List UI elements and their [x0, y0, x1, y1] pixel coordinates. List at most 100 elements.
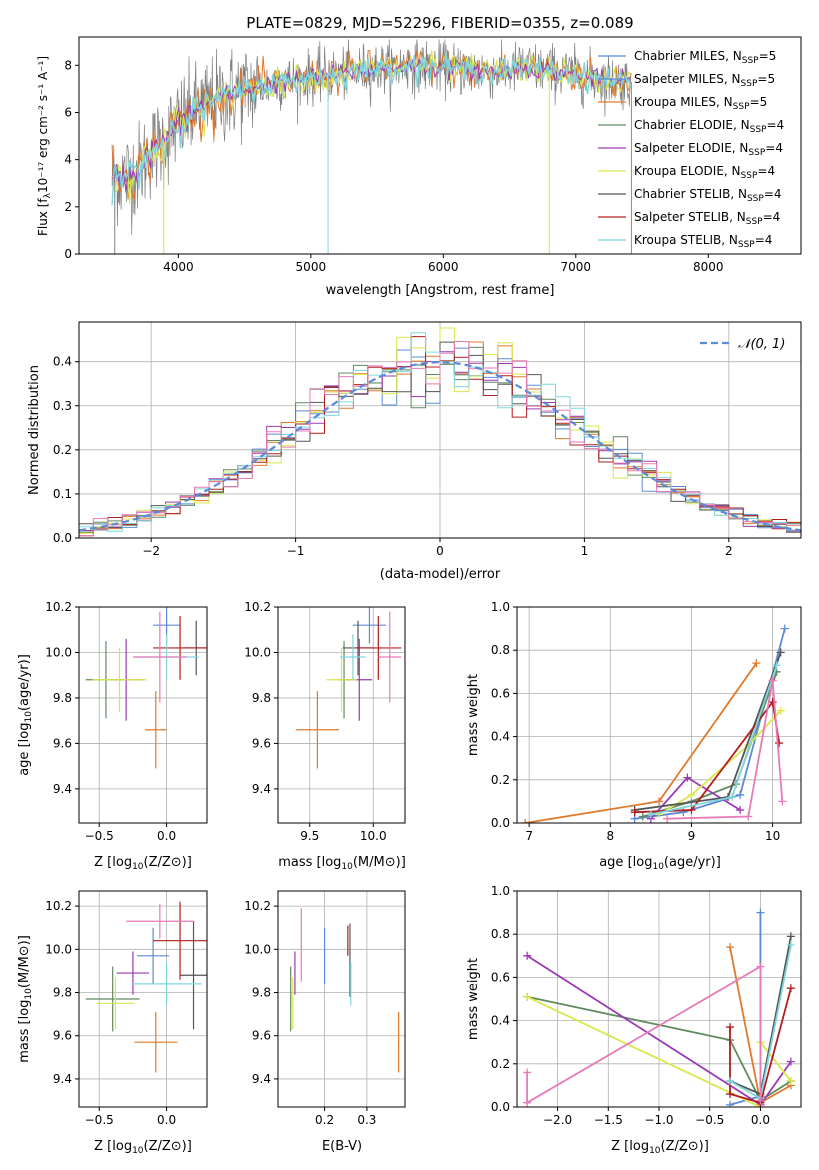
mass_vs_ebv-point [347, 925, 349, 956]
mass_weight_vs_age-marker [752, 659, 761, 668]
mass_weight_vs_age-marker [521, 819, 530, 823]
mass_vs_Z-xtick-label: −0.5 [85, 1113, 114, 1127]
residuals-ytick-label: 0.3 [53, 399, 72, 413]
mass_vs_Z-xtick-label: 0.0 [157, 1113, 176, 1127]
age_vs_mass-frame: 9.5 10.0 9.4 9.6 9.8 10.0 10.2 mass [log10(M/M⊙… [244, 600, 406, 872]
spectrum-ytick-label: 8 [64, 58, 72, 72]
age_vs_Z-point [153, 616, 207, 680]
mass_weight_vs_age-marker [778, 797, 787, 806]
age_vs_mass-ytick-label: 9.8 [252, 691, 271, 705]
age_vs_mass-point [355, 616, 402, 680]
mass_vs_ebv-ytick-label: 9.6 [252, 1029, 271, 1043]
spectrum-border [78, 36, 802, 255]
age_vs_Z-point [92, 647, 147, 712]
mass_weight_vs_Z-line-pink [526, 965, 762, 1105]
mass_weight_vs_Z-axes [517, 890, 801, 1108]
mass_weight_vs_age-ytick-label: 1.0 [491, 600, 510, 614]
spectrum-xtick-label: 6000 [428, 260, 459, 274]
age_vs_Z-plot [85, 607, 207, 769]
age_vs_mass-xtick-label: 10.0 [360, 829, 387, 843]
residuals-xtick-label: 0 [436, 544, 444, 558]
mass_weight_vs_Z-marker [523, 1068, 532, 1077]
mass_vs_Z-ytick-label: 9.8 [53, 986, 72, 1000]
spectrum-model-kroupa_stelib [111, 52, 632, 206]
age_vs_Z-ytick-label: 10.0 [45, 645, 72, 659]
mass_vs_ebv-border [277, 890, 406, 1108]
mass_vs_Z-point [116, 951, 150, 995]
mass_weight_vs_Z-xtick-label: 0.0 [751, 1113, 770, 1127]
mass_weight_vs_Z-marker [726, 943, 734, 952]
age_vs_Z-point [132, 611, 187, 703]
mass_weight_vs_Z-xlabel: Z [log10(Z/Z⊙)] [611, 1139, 709, 1156]
mass_weight_vs_Z-marker [786, 932, 795, 941]
age_vs_Z-ytick-label: 9.8 [53, 691, 72, 705]
mass_weight_vs_age-ytick-label: 0.6 [491, 686, 510, 700]
mass_weight_vs_Z-marker [756, 908, 765, 917]
mass_weight_vs_age-plot [521, 624, 789, 823]
spectrum-legend-entry: Kroupa ELODIE, NSSP=4 [634, 164, 775, 181]
mass_weight_vs_age-marker [768, 676, 777, 685]
mass_vs_Z-point [85, 966, 140, 1032]
spectrum-legend-entry: Salpeter STELIB, NSSP=4 [634, 210, 780, 227]
mass_vs_ebv-ytick-label: 9.8 [252, 986, 271, 1000]
age_vs_Z-xtick-label: −0.5 [85, 829, 114, 843]
mass_weight_vs_age-marker [655, 797, 663, 806]
mass_weight_vs_age-marker [736, 790, 745, 799]
mass_weight_vs_Z-ytick-label: 0.6 [491, 970, 510, 984]
residuals-ytick-label: 0.0 [53, 531, 72, 545]
mass_weight_vs_Z-marker [786, 984, 795, 993]
residuals-ytick-label: 0.1 [53, 487, 72, 501]
residuals-legend-label: 𝒩(0, 1) [738, 337, 785, 352]
mass_weight_vs_Z-line-chabrier_elodie [526, 995, 792, 1102]
residuals-plot [79, 327, 801, 537]
mass_weight_vs_Z-ytick-label: 0.4 [491, 1014, 510, 1028]
mass_vs_Z-axes [79, 891, 207, 1107]
age_vs_mass-point [378, 611, 402, 703]
residuals-normal-curve [79, 360, 801, 532]
age_vs_mass-border [277, 606, 406, 824]
mass_weight_vs_age-marker [744, 812, 753, 821]
mass_weight_vs_age-marker [776, 648, 785, 657]
mass_weight_vs_age-ytick-label: 0.2 [491, 773, 510, 787]
age_vs_mass-xlabel: mass [log10(M/M⊙)] [278, 855, 406, 872]
age_vs_mass-ytick-label: 10.2 [244, 600, 271, 614]
mass_vs_Z-ytick-label: 10.2 [45, 899, 72, 913]
mass_vs_ebv-ytick-label: 9.4 [252, 1072, 271, 1086]
mass_vs_ebv-point [398, 1011, 400, 1073]
mass_weight_vs_Z-marker [756, 1096, 765, 1105]
mass_vs_Z-point [180, 921, 207, 1030]
spectrum-legend-entry: Salpeter MILES, NSSP=5 [634, 72, 775, 89]
spectrum-frame: 4000 5000 6000 7000 8000 0 2 4 6 8 wavelength [Ang… [36, 36, 802, 298]
age_vs_Z-border [78, 606, 208, 824]
spectrum-xlabel: wavelength [Angstrom, rest frame] [326, 283, 555, 298]
mass_weight_vs_age-line-pink [667, 680, 784, 820]
residuals-xtick-label: 2 [725, 544, 733, 558]
mass_vs_Z-ylabel: mass [log10(M/M⊙)] [17, 935, 34, 1063]
age_vs_Z-xtick-label: 0.0 [157, 829, 176, 843]
age_vs_mass-plot [295, 607, 402, 769]
spectrum-ylabel: Flux [fλ10⁻¹⁷ erg cm⁻² s⁻¹ A⁻¹] [36, 56, 53, 236]
mass_weight_vs_Z-xtick-label: −2.0 [543, 1113, 572, 1127]
mass_weight_vs_age-marker [683, 773, 692, 782]
mass_weight_vs_age-marker [772, 661, 781, 670]
spectrum-plot [111, 39, 632, 254]
spectrum-ytick-label: 4 [64, 153, 72, 167]
mass_weight_vs_age-ylabel: mass weight [466, 674, 481, 756]
mass_vs_ebv-point [290, 966, 292, 1032]
residuals-xtick-label: −1 [287, 544, 305, 558]
mass_weight_vs_Z-marker [726, 1100, 734, 1107]
mass_weight_vs_Z-marker [786, 941, 795, 949]
mass_weight_vs_age-xtick-label: 8 [606, 829, 614, 843]
spectrum-ytick-label: 0 [64, 247, 72, 261]
figure-title: PLATE=0829, MJD=52296, FIBERID=0355, z=0… [246, 14, 633, 32]
residuals-ytick-label: 0.2 [53, 443, 72, 457]
mass_vs_Z-point [126, 903, 194, 939]
mass_weight_vs_age-marker [646, 810, 655, 819]
mass_vs_ebv-plot [290, 908, 400, 1073]
mass_weight_vs_Z-marker [786, 1057, 795, 1066]
mass_weight_vs_Z-marker [523, 951, 532, 960]
mass_weight_vs_age-xtick-label: 9 [688, 829, 696, 843]
mass_weight_vs_Z-plot [523, 908, 795, 1107]
mass_vs_Z-ytick-label: 10.0 [45, 942, 72, 956]
spectrum-legend-entry: Kroupa MILES, NSSP=5 [634, 95, 767, 112]
